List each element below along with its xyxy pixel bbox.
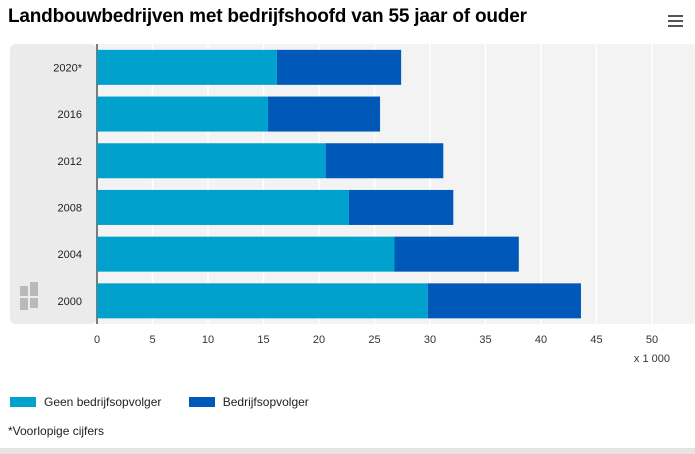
category-label: 2016 <box>58 109 82 121</box>
bar-bedrijfsopvolger[interactable] <box>348 189 454 225</box>
x-tick-label: 50 <box>646 334 658 346</box>
footnote: *Voorlopige cijfers <box>8 424 105 438</box>
category-label: 2004 <box>58 249 82 261</box>
category-label: 2012 <box>58 156 82 168</box>
legend-label: Geen bedrijfsopvolger <box>44 395 162 409</box>
category-label-background <box>10 44 97 324</box>
chart-title: Landbouwbedrijven met bedrijfshoofd van … <box>8 6 527 27</box>
legend-swatch <box>10 397 36 407</box>
x-tick-label: 0 <box>94 334 100 346</box>
bar-bedrijfsopvolger[interactable] <box>267 96 381 132</box>
bar-geen-bedrijfsopvolger[interactable] <box>97 283 428 319</box>
legend-item-geen-bedrijfsopvolger[interactable]: Geen bedrijfsopvolger <box>10 395 161 409</box>
bottom-bar <box>0 448 695 454</box>
legend-label: Bedrijfsopvolger <box>222 395 309 409</box>
hamburger-menu-icon[interactable] <box>668 14 683 28</box>
x-tick-label: 10 <box>202 334 214 346</box>
x-tick-label: 20 <box>313 334 325 346</box>
bar-geen-bedrijfsopvolger[interactable] <box>97 96 268 132</box>
bar-bedrijfsopvolger[interactable] <box>325 143 444 179</box>
bar-geen-bedrijfsopvolger[interactable] <box>97 49 277 85</box>
bar-geen-bedrijfsopvolger[interactable] <box>97 143 326 179</box>
legend-swatch <box>188 397 215 407</box>
x-tick-label: 35 <box>479 334 491 346</box>
x-tick-label: 25 <box>368 334 380 346</box>
bar-bedrijfsopvolger[interactable] <box>276 49 402 85</box>
bar-chart: 2020* 2016 2012 2008 2004 2000 0 5 10 15 20 25 30 35… <box>10 44 695 365</box>
bar-geen-bedrijfsopvolger[interactable] <box>97 236 395 272</box>
x-tick-label: 40 <box>535 334 547 346</box>
x-tick-label: 45 <box>590 334 602 346</box>
legend-item-bedrijfsopvolger[interactable]: Bedrijfsopvolger <box>188 395 309 409</box>
category-label: 2020* <box>53 62 82 74</box>
plot-background <box>97 44 695 324</box>
category-label: 2008 <box>58 202 82 214</box>
x-tick-label: 15 <box>257 334 269 346</box>
x-axis-unit-label: x 1 000 <box>634 353 670 365</box>
x-tick-label: 5 <box>149 334 155 346</box>
cbs-logo-icon <box>20 282 38 310</box>
x-tick-label: 30 <box>424 334 436 346</box>
bar-bedrijfsopvolger[interactable] <box>394 236 519 272</box>
bar-bedrijfsopvolger[interactable] <box>427 283 581 319</box>
category-label: 2000 <box>58 296 82 308</box>
bar-geen-bedrijfsopvolger[interactable] <box>97 189 349 225</box>
chart-legend: Geen bedrijfsopvolger Bedrijfsopvolger <box>10 395 333 410</box>
